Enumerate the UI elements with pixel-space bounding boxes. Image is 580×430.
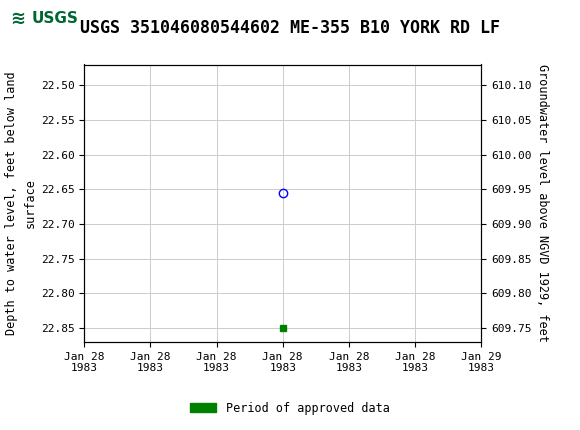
Text: USGS: USGS (32, 11, 79, 26)
Text: ≋: ≋ (10, 9, 26, 28)
Bar (0, 0, 67, 39)
Y-axis label: Groundwater level above NGVD 1929, feet: Groundwater level above NGVD 1929, feet (536, 64, 549, 342)
Y-axis label: Depth to water level, feet below land
surface: Depth to water level, feet below land su… (5, 71, 37, 335)
Text: USGS 351046080544602 ME-355 B10 YORK RD LF: USGS 351046080544602 ME-355 B10 YORK RD … (80, 19, 500, 37)
Legend: Period of approved data: Period of approved data (186, 397, 394, 420)
